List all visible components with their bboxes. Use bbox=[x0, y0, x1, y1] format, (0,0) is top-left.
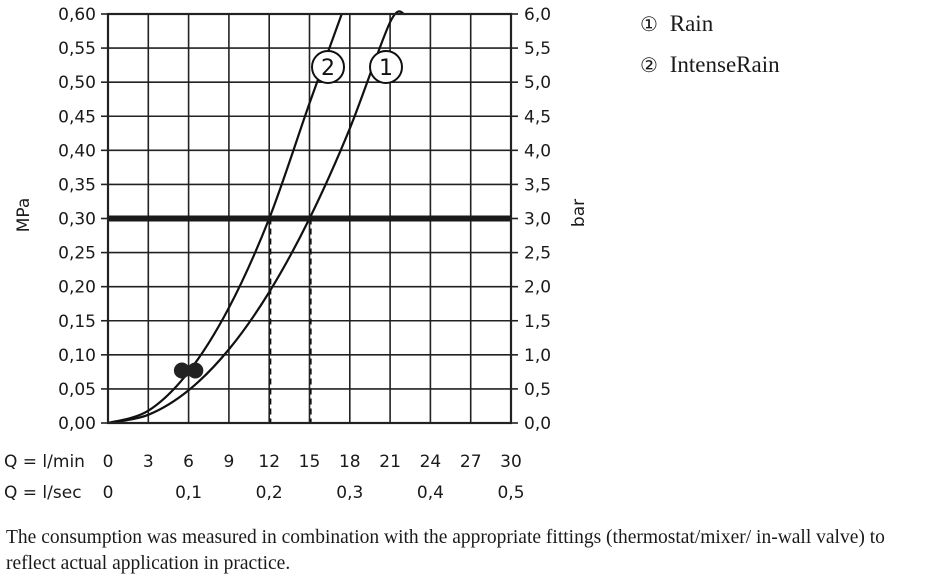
x-tick-label-lsec: 0 bbox=[103, 483, 114, 503]
plot-frame bbox=[106, 12, 513, 425]
y-left-tick-label: 0,20 bbox=[58, 278, 96, 298]
legend-item-rain: ① Rain bbox=[640, 12, 713, 35]
series-line-rain bbox=[107, 10, 406, 425]
y-right-tick-label: 1,0 bbox=[524, 346, 551, 366]
x-tick-label-lmin: 18 bbox=[339, 452, 361, 472]
legend-label-intenserain: IntenseRain bbox=[669, 52, 780, 77]
series-marker-label-intenserain: 2 bbox=[321, 56, 335, 81]
chart-reference bbox=[108, 215, 511, 423]
y-right-tick-label: 3,5 bbox=[524, 175, 551, 195]
y-axis-right-title: bar bbox=[569, 199, 589, 227]
y-right-tick-label: 2,5 bbox=[524, 244, 551, 264]
y-left-tick-label: 0,00 bbox=[58, 414, 96, 434]
x-tick-label-lmin: 0 bbox=[103, 452, 114, 472]
legend-marker-2: ② bbox=[640, 53, 658, 77]
y-left-tick-label: 0,55 bbox=[58, 39, 96, 59]
y-left-tick-label: 0,40 bbox=[58, 141, 96, 161]
x-tick-label-lmin: 12 bbox=[258, 452, 280, 472]
y-left-tick-label: 0,35 bbox=[58, 175, 96, 195]
x-tick-label-lmin: 3 bbox=[143, 452, 154, 472]
x-tick-label-lmin: 6 bbox=[183, 452, 194, 472]
series-marker-label-rain: 1 bbox=[379, 56, 393, 81]
y-left-tick-label: 0,50 bbox=[58, 73, 96, 93]
y-right-tick-label: 1,5 bbox=[524, 312, 551, 332]
chart-curves bbox=[107, 10, 406, 425]
operating-point bbox=[187, 362, 204, 379]
x-tick-label-lsec: 0,2 bbox=[256, 483, 283, 503]
legend-item-intenserain: ② IntenseRain bbox=[640, 53, 780, 76]
y-right-tick-label: 5,0 bbox=[524, 73, 551, 93]
x-tick-label-lsec: 0,1 bbox=[175, 483, 202, 503]
y-right-tick-label: 3,0 bbox=[524, 210, 551, 230]
y-left-tick-label: 0,05 bbox=[58, 380, 96, 400]
x-axis-title-lmin: Q = l/min bbox=[4, 452, 85, 472]
y-right-tick-label: 0,5 bbox=[524, 380, 551, 400]
x-tick-label-lmin: 27 bbox=[460, 452, 482, 472]
pressure-flow-chart: 0,00 0,00,05 0,50,10 1,00,15 1,50,20 2,00,25 2… bbox=[4, 5, 589, 503]
y-right-tick-label: 4,0 bbox=[524, 141, 551, 161]
x-tick-label-lsec: 0,4 bbox=[417, 483, 444, 503]
chart-frame bbox=[101, 12, 518, 425]
chart-tick-labels: 0,00 0,00,05 0,50,10 1,00,15 1,50,20 2,00,25 2… bbox=[58, 5, 551, 503]
y-left-tick-label: 0,60 bbox=[58, 5, 96, 25]
x-tick-label-lsec: 0,3 bbox=[336, 483, 363, 503]
series-line-intenserain bbox=[107, 13, 343, 425]
x-axis-title-lsec: Q = l/sec bbox=[4, 483, 82, 503]
y-right-tick-label: 4,5 bbox=[524, 107, 551, 127]
x-tick-label-lmin: 30 bbox=[500, 452, 522, 472]
y-right-tick-label: 6,0 bbox=[524, 5, 551, 25]
x-tick-label-lmin: 21 bbox=[379, 452, 401, 472]
chart-series-markers: 12 bbox=[311, 50, 403, 84]
y-right-tick-label: 0,0 bbox=[524, 414, 551, 434]
y-left-tick-label: 0,30 bbox=[58, 210, 96, 230]
x-tick-label-lmin: 15 bbox=[299, 452, 321, 472]
legend-label-rain: Rain bbox=[669, 11, 714, 36]
y-right-tick-label: 5,5 bbox=[524, 39, 551, 59]
legend-marker-1: ① bbox=[640, 12, 658, 36]
series-marker-circle-rain bbox=[369, 50, 403, 84]
y-left-tick-label: 0,45 bbox=[58, 107, 96, 127]
x-tick-label-lsec: 0,5 bbox=[497, 483, 524, 503]
y-left-tick-label: 0,10 bbox=[58, 346, 96, 366]
y-left-tick-label: 0,15 bbox=[58, 312, 96, 332]
operating-point bbox=[173, 362, 190, 379]
y-right-tick-label: 2,0 bbox=[524, 278, 551, 298]
footnote: The consumption was measured in combinat… bbox=[6, 527, 885, 574]
x-tick-label-lmin: 24 bbox=[420, 452, 442, 472]
y-axis-left-title: MPa bbox=[14, 198, 34, 233]
x-tick-label-lmin: 9 bbox=[223, 452, 234, 472]
series-marker-circle-intenserain bbox=[311, 50, 345, 84]
y-left-tick-label: 0,25 bbox=[58, 244, 96, 264]
